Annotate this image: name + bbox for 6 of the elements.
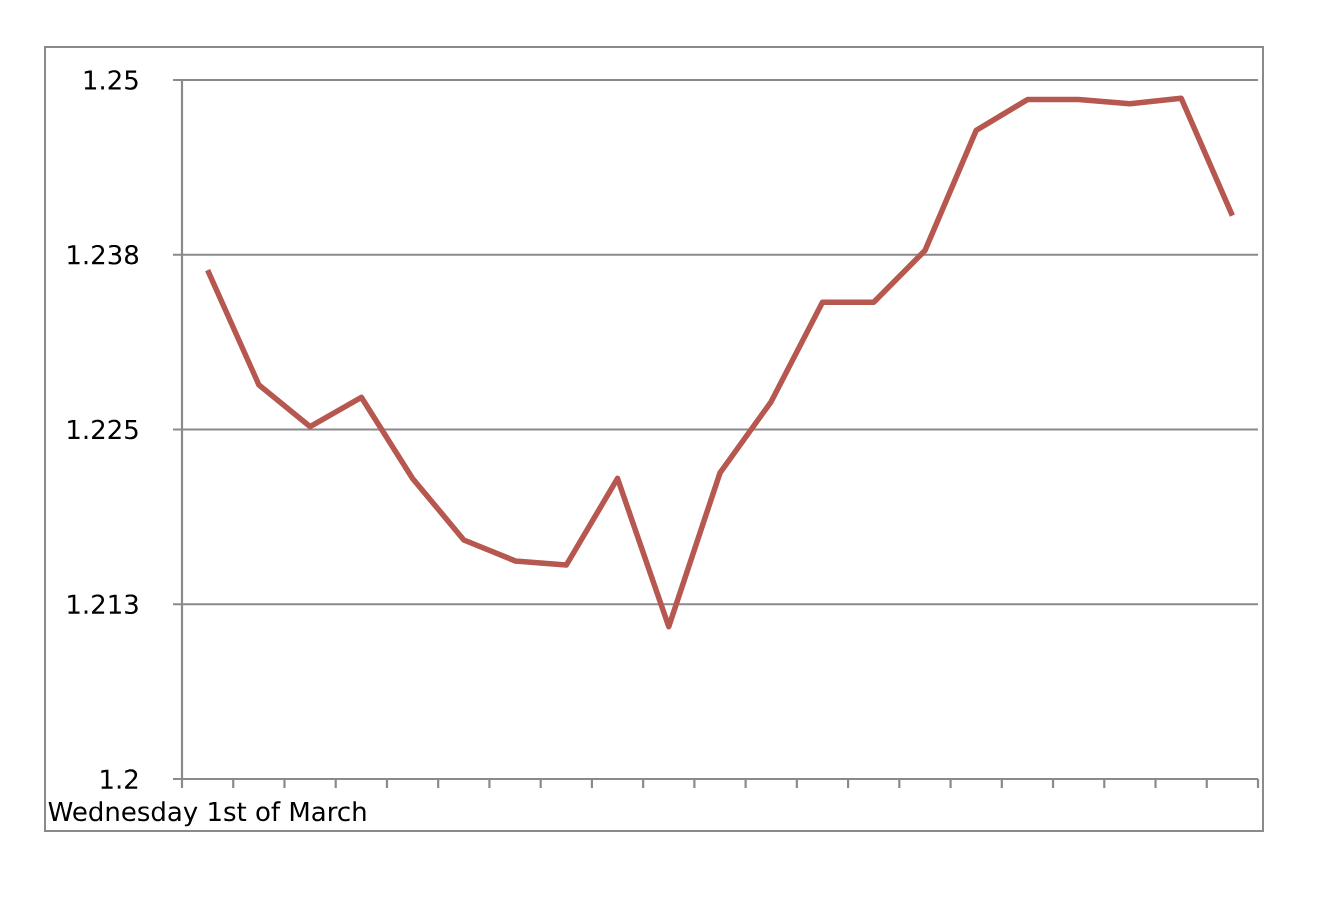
y-tick-label: 1.225 xyxy=(68,419,138,440)
y-tick-label: 1.25 xyxy=(84,70,138,90)
y-tick-label: 1.2 xyxy=(101,769,138,789)
y-tick-label: 1.213 xyxy=(68,594,138,615)
y-tick-label: 1.238 xyxy=(68,244,139,265)
x-tick-label: Wednesday 1st of March xyxy=(48,801,366,827)
